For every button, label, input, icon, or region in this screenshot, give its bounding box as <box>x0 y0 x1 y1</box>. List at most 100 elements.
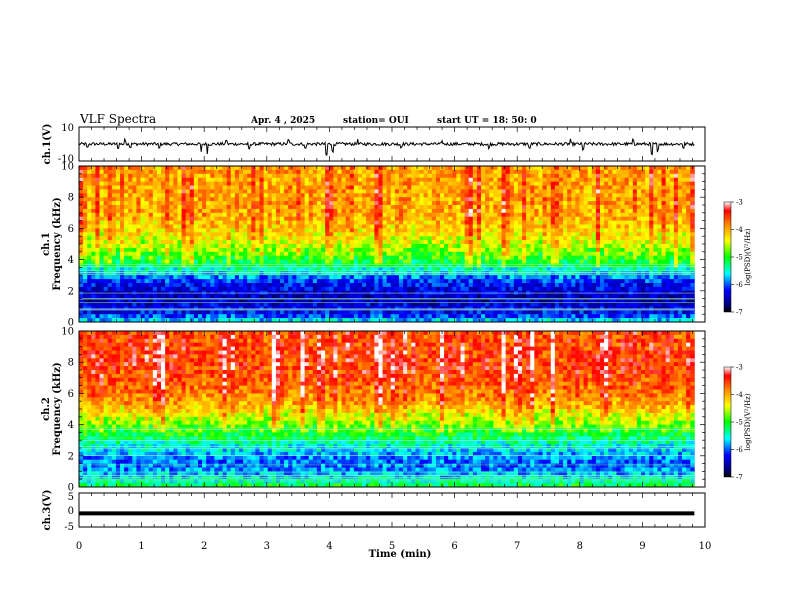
spectrogram-cell <box>452 294 457 299</box>
spectrogram-cell <box>316 177 322 182</box>
spectrogram-cell <box>91 208 96 214</box>
spectrogram-cell <box>554 173 560 179</box>
spectrogram-cell <box>468 310 474 315</box>
spectrogram-cell <box>497 220 502 225</box>
spectrogram-cell <box>456 271 461 276</box>
spectrogram-cell <box>193 228 199 233</box>
spectrogram-cell <box>411 310 416 315</box>
spectrogram-cell <box>550 181 556 186</box>
spectrogram-cell <box>333 306 338 311</box>
spectrogram-cell <box>558 251 564 257</box>
spectrogram-cell <box>197 240 203 245</box>
spectrogram-cell <box>337 232 342 237</box>
spectrogram-cell <box>321 197 326 202</box>
spectrogram-cell <box>366 224 371 229</box>
spectrogram-cell <box>173 255 178 260</box>
spectrogram-cell <box>517 294 523 299</box>
spectrogram-cell <box>464 259 470 264</box>
spectrogram-cell <box>374 267 379 272</box>
spectrogram-cell <box>247 271 252 276</box>
spectrogram-cell <box>222 244 228 249</box>
spectrogram-cell <box>464 302 470 307</box>
spectrogram-cell <box>185 310 191 315</box>
spectrogram-cell <box>427 251 433 257</box>
spectrogram-cell <box>152 201 158 206</box>
spectrogram-cell <box>505 181 511 186</box>
spectrogram-cell <box>185 205 191 210</box>
spectrogram-cell <box>501 201 507 206</box>
spectrogram-cell <box>280 232 285 237</box>
spectrogram-cell <box>161 306 166 311</box>
spectrogram-cell <box>345 255 351 260</box>
spectrogram-cell <box>243 232 248 237</box>
spectrogram-cell <box>329 208 334 214</box>
spectrogram-cell <box>345 267 351 272</box>
spectrogram-cell <box>497 255 502 260</box>
spectrogram-cell <box>230 166 236 171</box>
spectrogram-cell <box>398 216 404 221</box>
spectrogram-cell <box>304 181 310 186</box>
spectrogram-cell <box>136 197 141 202</box>
spectrogram-cell <box>288 310 293 315</box>
spectrogram-cell <box>120 181 125 186</box>
spectrogram-cell <box>403 259 408 264</box>
spectrogram-cell <box>197 193 203 198</box>
spectrogram-cell <box>522 201 527 206</box>
spectrogram-cell <box>357 212 363 218</box>
spectrogram-cell <box>546 177 552 182</box>
spectrogram-cell <box>128 232 133 237</box>
spectrogram-cell <box>325 251 330 257</box>
spectrogram-cell <box>456 279 461 284</box>
spectrogram-cell <box>403 166 408 171</box>
spectrogram-cell <box>222 247 228 253</box>
spectrogram-cell <box>464 294 470 299</box>
spectrogram-cell <box>366 212 371 218</box>
spectrogram-cell <box>128 240 133 245</box>
spectrogram-cell <box>251 185 256 190</box>
spectrogram-cell <box>95 259 100 264</box>
spectrogram-cell <box>353 201 359 206</box>
spectrogram-cell <box>247 310 252 315</box>
spectrogram-cell <box>288 166 293 171</box>
spectrogram-cell <box>403 302 408 307</box>
spectrogram-cell <box>378 177 383 182</box>
spectrogram-cell <box>132 166 137 171</box>
spectrogram-cell <box>546 208 552 214</box>
spectrogram-cell <box>394 189 400 194</box>
spectrogram-cell <box>177 302 182 307</box>
spectrogram-cell <box>79 236 84 241</box>
spectrogram-cell <box>538 208 543 214</box>
spectrogram-cell <box>349 271 355 276</box>
spectrogram-cell <box>156 181 162 186</box>
spectrogram-cell <box>316 279 322 284</box>
spectrogram-cell <box>567 240 572 245</box>
spectrogram-cell <box>251 212 256 218</box>
spectrogram-cell <box>140 208 146 214</box>
spectrogram-cell <box>132 267 137 272</box>
spectrogram-cell <box>124 255 129 260</box>
spectrogram-cell <box>398 185 404 190</box>
spectrogram-cell <box>505 247 511 253</box>
spectrogram-cell <box>226 220 232 225</box>
spectrogram-cell <box>374 185 379 190</box>
spectrogram-cell <box>530 244 535 249</box>
spectrogram-cell <box>534 224 539 229</box>
spectrogram-cell <box>415 251 420 257</box>
spectrogram-cell <box>284 310 289 315</box>
spectrogram-cell <box>472 244 478 249</box>
spectrogram-cell <box>222 275 228 280</box>
spectrogram-cell <box>243 247 248 253</box>
spectrogram-cell <box>284 212 289 218</box>
spectrogram-cell <box>152 228 158 233</box>
spectrogram-cell <box>226 236 232 241</box>
spectrogram-cell <box>386 294 392 299</box>
spectrogram-cell <box>316 240 322 245</box>
spectrogram-cell <box>156 263 162 268</box>
spectrogram-cell <box>448 197 453 202</box>
spectrogram-cell <box>247 302 252 307</box>
spectrogram-cell <box>214 173 219 179</box>
spectrogram-cell <box>296 251 301 257</box>
spectrogram-cell <box>370 224 375 229</box>
spectrogram-cell <box>206 279 211 284</box>
spectrogram-cell <box>238 263 244 268</box>
